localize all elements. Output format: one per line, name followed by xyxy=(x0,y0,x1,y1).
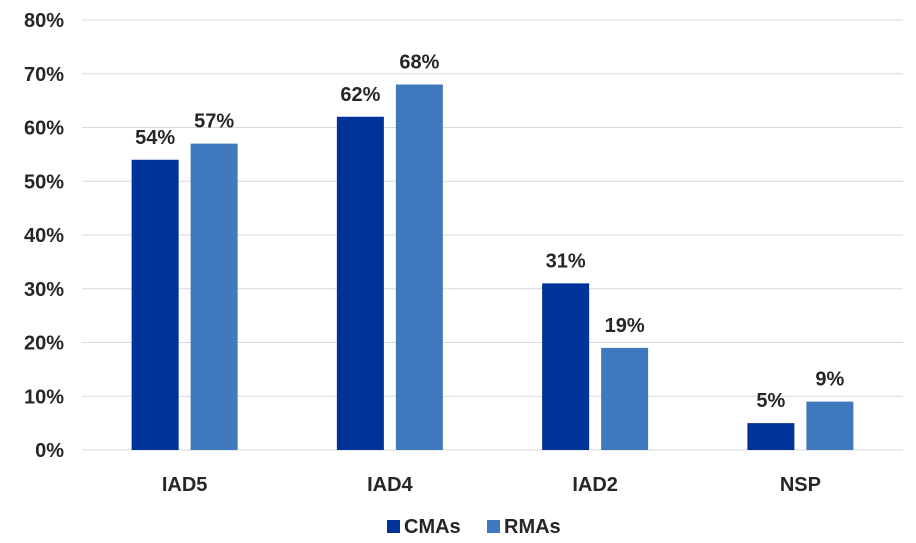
legend-item-cmas[interactable]: CMAs xyxy=(387,516,461,538)
category-label: IAD5 xyxy=(162,474,208,496)
data-label: 57% xyxy=(194,111,234,133)
bar-cmas-iad4 xyxy=(336,116,384,450)
data-label: 5% xyxy=(756,390,785,412)
y-tick-label: 30% xyxy=(24,279,64,301)
y-tick-label: 60% xyxy=(24,118,64,140)
data-label: 54% xyxy=(135,127,175,149)
category-label: NSP xyxy=(780,474,821,496)
category-label: IAD4 xyxy=(367,474,413,496)
legend-item-rmas[interactable]: RMAs xyxy=(487,516,561,538)
data-label: 62% xyxy=(340,84,380,106)
data-label: 9% xyxy=(815,369,844,391)
category-label: IAD2 xyxy=(572,474,618,496)
bar-rmas-iad2 xyxy=(601,347,649,450)
y-tick-label: 0% xyxy=(35,440,64,462)
y-tick-label: 80% xyxy=(24,10,64,32)
bar-cmas-iad2 xyxy=(542,283,590,450)
data-label: 68% xyxy=(399,52,439,74)
data-label: 31% xyxy=(546,250,586,272)
legend[interactable]: CMAs RMAs xyxy=(387,516,561,538)
bar-rmas-nsp xyxy=(806,401,854,450)
bar-rmas-iad4 xyxy=(395,84,443,450)
y-axis-tick-labels: 0% 10% 20% 30% 40% 50% 60% 70% 80% xyxy=(24,10,64,462)
bars xyxy=(131,84,854,450)
legend-swatch xyxy=(387,520,400,533)
y-tick-label: 40% xyxy=(24,225,64,247)
bar-cmas-iad5 xyxy=(131,159,179,450)
y-tick-label: 70% xyxy=(24,64,64,86)
data-labels: 54% 57% 62% 68% 31% 19% 5% 9% xyxy=(135,52,844,413)
legend-label: CMAs xyxy=(404,516,461,538)
y-tick-label: 10% xyxy=(24,386,64,408)
x-axis-category-labels: IAD5 IAD4 IAD2 NSP xyxy=(162,474,821,496)
y-tick-label: 20% xyxy=(24,333,64,355)
data-label: 19% xyxy=(605,315,645,337)
bar-cmas-nsp xyxy=(747,423,795,450)
y-tick-label: 50% xyxy=(24,171,64,193)
legend-label: RMAs xyxy=(504,516,561,538)
bar-rmas-iad5 xyxy=(190,143,238,450)
legend-swatch xyxy=(487,520,500,533)
